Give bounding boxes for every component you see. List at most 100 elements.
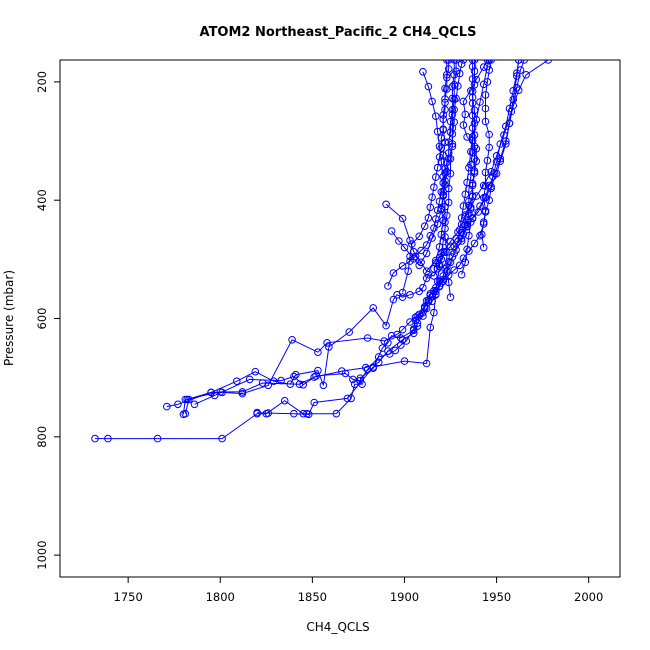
y-tick-label: 600 [35, 308, 49, 330]
data-point [465, 231, 473, 240]
series-group [91, 60, 552, 443]
data-point [398, 325, 407, 334]
data-point [467, 160, 475, 169]
data-point [406, 257, 414, 265]
data-point [441, 84, 449, 93]
data-point [433, 206, 442, 214]
x-tick-label: 1750 [114, 590, 143, 604]
data-point [465, 247, 473, 255]
data-point [419, 312, 427, 320]
data-point [422, 304, 431, 313]
data-point [468, 60, 477, 64]
data-point [398, 214, 407, 223]
data-point [459, 202, 468, 210]
data-point [422, 267, 431, 276]
data-point [310, 373, 319, 381]
data-point [476, 231, 484, 240]
data-point [216, 388, 225, 396]
data-point [404, 267, 413, 276]
data-point [190, 400, 199, 409]
data-point [470, 106, 479, 115]
data-point [472, 157, 481, 165]
data-point [391, 346, 400, 355]
data-point [450, 71, 459, 79]
data-point [104, 434, 112, 443]
data-point [520, 60, 528, 64]
data-point [233, 377, 241, 386]
data-point [419, 68, 427, 76]
data-point [424, 296, 433, 305]
data-point [481, 104, 490, 113]
data-point [415, 232, 424, 241]
y-tick-label: 200 [35, 71, 49, 93]
data-point [468, 99, 477, 107]
data-point [441, 218, 449, 226]
data-point [441, 202, 449, 211]
data-point [253, 408, 261, 417]
data-point [245, 375, 254, 384]
data-point [448, 105, 457, 114]
data-point [280, 396, 289, 405]
data-point [450, 242, 459, 251]
data-point [496, 140, 505, 148]
data-point [406, 318, 414, 326]
data-point [443, 263, 451, 271]
data-point [384, 347, 392, 355]
data-point [433, 127, 442, 136]
data-point [319, 381, 328, 390]
data-point [479, 243, 488, 252]
data-point [415, 261, 424, 270]
data-point [389, 269, 398, 277]
data-point [310, 398, 319, 407]
data-point [382, 321, 390, 330]
data-point [448, 253, 457, 261]
data-point [419, 283, 427, 292]
chart-title: ATOM2 Northeast_Pacific_2 CH4_QCLS [200, 25, 477, 40]
data-point [387, 227, 396, 235]
data-point [470, 119, 479, 128]
data-point [441, 233, 449, 241]
data-point [393, 330, 401, 339]
data-point [210, 391, 219, 400]
data-point [439, 188, 448, 196]
data-point [424, 270, 433, 279]
data-point [430, 183, 438, 191]
data-point [483, 78, 492, 86]
series-line [453, 60, 488, 247]
data-point [374, 353, 383, 361]
data-point [468, 111, 477, 120]
data-point [437, 188, 446, 196]
series-profile-10 [384, 60, 459, 290]
data-point [238, 388, 247, 396]
data-point [181, 395, 190, 404]
data-point [380, 337, 389, 345]
data-point [398, 336, 407, 344]
data-point [91, 434, 99, 443]
series-line [387, 60, 455, 287]
data-point [463, 245, 471, 254]
data-point [446, 242, 455, 251]
data-point [455, 226, 464, 234]
data-point [468, 87, 477, 96]
data-point [463, 222, 471, 230]
data-point [400, 243, 409, 252]
data-point [264, 409, 273, 417]
data-point [363, 334, 372, 342]
data-point [459, 254, 468, 263]
data-point [468, 148, 477, 157]
x-tick-label: 2000 [574, 590, 603, 604]
data-point [443, 60, 451, 64]
data-point [454, 82, 462, 90]
data-point [468, 136, 477, 145]
data-point [323, 339, 331, 347]
data-point [406, 252, 414, 261]
data-point [461, 258, 470, 267]
data-point [400, 357, 409, 365]
data-point [288, 336, 296, 344]
data-point [426, 323, 435, 332]
data-point [153, 434, 162, 443]
data-point [441, 181, 449, 189]
data-point [450, 266, 459, 274]
data-point [457, 234, 466, 243]
